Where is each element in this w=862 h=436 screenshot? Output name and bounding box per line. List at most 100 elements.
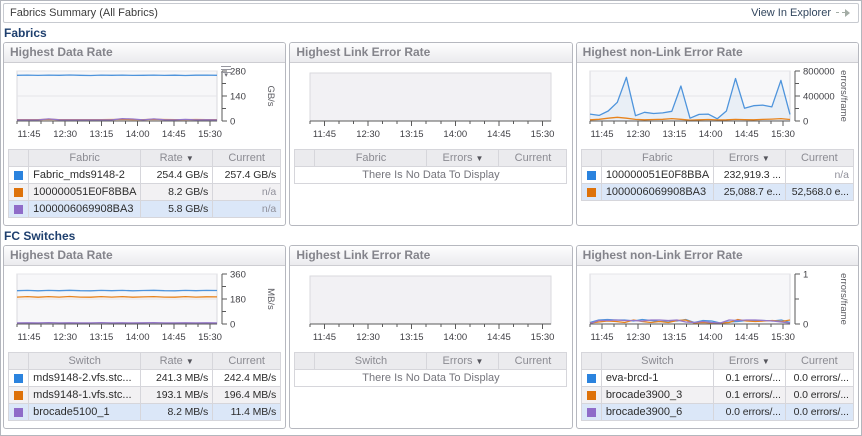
no-data-message-row: There Is No Data To Display: [294, 166, 568, 184]
sort-desc-icon: ▼: [761, 154, 770, 163]
column-header-current[interactable]: Current: [498, 149, 568, 167]
series-swatch: [14, 187, 24, 197]
table-header-row: Fabric Errors ▼ Current: [580, 149, 854, 167]
svg-text:13:15: 13:15: [662, 129, 686, 140]
svg-text:15:30: 15:30: [771, 332, 795, 343]
svg-text:0: 0: [803, 320, 808, 331]
panel-title: Highest Link Error Rate: [290, 246, 572, 266]
table-header-row: Fabric Rate ▼ Current: [8, 149, 282, 167]
rate-value: 5.8 GB/s: [140, 200, 214, 218]
current-value: 196.4 MB/s: [212, 386, 282, 404]
swatch-column-header: [294, 149, 316, 167]
switches-data-rate-chart[interactable]: 0 180 360 MB/s 11:45 12:30 13:15 14:00 14:45 15:3…: [4, 266, 285, 352]
swatch-column-header: [8, 352, 30, 370]
svg-text:MB/s: MB/s: [265, 288, 276, 310]
svg-text:140: 140: [230, 92, 246, 103]
svg-text:13:15: 13:15: [90, 129, 114, 140]
table-row[interactable]: mds9148-2.vfs.stc... 241.3 MB/s 242.4 MB…: [8, 369, 282, 387]
switch-name: mds9148-2.vfs.stc...: [28, 369, 142, 387]
panel-title: Highest Data Rate: [4, 246, 286, 266]
svg-text:14:00: 14:00: [126, 129, 150, 140]
table-row[interactable]: 1000006069908BA3 5.8 GB/s n/a: [8, 200, 282, 218]
series-swatch: [14, 390, 24, 400]
fabrics-non-link-error-chart[interactable]: 0 400000 800000 errors/frame 11:45 12:30 13:15…: [577, 63, 858, 149]
svg-text:0: 0: [230, 320, 235, 331]
column-header-current[interactable]: Current: [498, 352, 568, 370]
fabrics-data-rate-chart[interactable]: 0 140 280 GB/s 11:45 12:30 13:15 14:00 14:45 15:3…: [4, 63, 285, 149]
svg-text:11:45: 11:45: [590, 129, 613, 140]
svg-text:14:00: 14:00: [444, 129, 468, 140]
errors-value: 0.1 errors/...: [712, 386, 786, 404]
fabrics-link-error-table: Fabric Errors ▼ Current There Is No Data …: [294, 149, 568, 184]
column-header-switch[interactable]: Switch: [314, 352, 428, 370]
table-row[interactable]: 100000051E0F8BBA 232,919.3 ... n/a: [580, 166, 854, 184]
table-row[interactable]: mds9148-1.vfs.stc... 193.1 MB/s 196.4 MB…: [8, 386, 282, 404]
rate-value: 8.2 GB/s: [140, 183, 214, 201]
svg-text:13:15: 13:15: [400, 129, 424, 140]
column-header-current[interactable]: Current: [212, 149, 282, 167]
column-header-switch[interactable]: Switch: [28, 352, 142, 370]
table-row[interactable]: brocade5100_1 8.2 MB/s 11.4 MB/s: [8, 403, 282, 421]
table-row[interactable]: Fabric_mds9148-2 254.4 GB/s 257.4 GB/s: [8, 166, 282, 184]
errors-value: 25,088.7 e...: [712, 183, 786, 201]
current-value: 11.4 MB/s: [212, 403, 282, 421]
panel-switches-highest-data-rate: Highest Data Rate 0 180 360 MB/s 11:45 12:30 1…: [3, 245, 287, 429]
fabrics-link-error-chart[interactable]: 11:45 12:30 13:15 14:00 14:45 15:30: [290, 63, 571, 149]
switches-non-link-error-chart[interactable]: 0 1 errors/frame 11:45 12:30 13:15 14:00 14:45 1…: [577, 266, 858, 352]
column-header-switch[interactable]: Switch: [600, 352, 714, 370]
column-header-fabric[interactable]: Fabric: [600, 149, 714, 167]
rate-value: 254.4 GB/s: [140, 166, 214, 184]
column-header-current[interactable]: Current: [212, 352, 282, 370]
svg-text:800000: 800000: [803, 67, 835, 78]
column-header-errors[interactable]: Errors ▼: [426, 149, 500, 167]
table-header-row: Fabric Errors ▼ Current: [294, 149, 568, 167]
errors-value: 232,919.3 ...: [712, 166, 786, 184]
svg-text:errors/frame: errors/frame: [838, 70, 849, 122]
column-header-fabric[interactable]: Fabric: [314, 149, 428, 167]
svg-text:11:45: 11:45: [313, 129, 336, 140]
panel-title: Highest non-Link Error Rate: [576, 246, 858, 266]
svg-text:12:30: 12:30: [53, 332, 77, 343]
svg-text:180: 180: [230, 295, 246, 306]
table-header-row: Switch Errors ▼ Current: [580, 352, 854, 370]
panel-fabrics-highest-link-error-rate: Highest Link Error Rate 11:45 12:30 13:15 1…: [289, 42, 573, 226]
svg-text:14:00: 14:00: [444, 332, 468, 343]
explorer-arrow-icon: [836, 9, 850, 17]
svg-text:15:30: 15:30: [531, 332, 555, 343]
switch-name: brocade3900_6: [600, 403, 714, 421]
svg-text:360: 360: [230, 270, 246, 281]
table-row[interactable]: brocade3900_3 0.1 errors/... 0.0 errors/…: [580, 386, 854, 404]
current-value: 0.0 errors/...: [784, 403, 854, 421]
svg-text:14:45: 14:45: [735, 129, 759, 140]
switch-name: brocade3900_3: [600, 386, 714, 404]
column-header-rate[interactable]: Rate ▼: [140, 352, 214, 370]
svg-text:13:15: 13:15: [400, 332, 424, 343]
table-row[interactable]: brocade3900_6 0.0 errors/... 0.0 errors/…: [580, 403, 854, 421]
column-header-errors[interactable]: Errors ▼: [712, 352, 786, 370]
chart-options-icon[interactable]: ▾: [221, 64, 233, 79]
fabrics-non-link-error-table: Fabric Errors ▼ Current 100000051E0F8BBA …: [580, 149, 854, 201]
table-row[interactable]: 1000006069908BA3 25,088.7 e... 52,568.0 …: [580, 183, 854, 201]
table-row[interactable]: eva-brcd-1 0.1 errors/... 0.0 errors/...: [580, 369, 854, 387]
column-header-current[interactable]: Current: [784, 352, 854, 370]
sort-desc-icon: ▼: [185, 154, 194, 163]
column-header-fabric[interactable]: Fabric: [28, 149, 142, 167]
no-data-message: There Is No Data To Display: [294, 369, 568, 387]
header-bar: Fabrics Summary (All Fabrics) View In Ex…: [3, 3, 859, 23]
column-header-errors[interactable]: Errors ▼: [712, 149, 786, 167]
column-header-current[interactable]: Current: [784, 149, 854, 167]
series-swatch: [586, 407, 596, 417]
sort-desc-icon: ▼: [475, 154, 484, 163]
switches-link-error-chart[interactable]: 11:45 12:30 13:15 14:00 14:45 15:30: [290, 266, 571, 352]
section-title-fabrics: Fabrics: [4, 26, 47, 40]
column-header-errors[interactable]: Errors ▼: [426, 352, 500, 370]
view-in-explorer-link[interactable]: View In Explorer: [751, 7, 850, 19]
column-header-rate[interactable]: Rate ▼: [140, 149, 214, 167]
current-value: n/a: [784, 166, 854, 184]
switch-name: eva-brcd-1: [600, 369, 714, 387]
table-row[interactable]: 100000051E0F8BBA 8.2 GB/s n/a: [8, 183, 282, 201]
current-value: 52,568.0 e...: [784, 183, 854, 201]
panel-title: Highest Data Rate: [4, 43, 286, 63]
svg-text:15:30: 15:30: [771, 129, 795, 140]
panel-title: Highest Link Error Rate: [290, 43, 572, 63]
